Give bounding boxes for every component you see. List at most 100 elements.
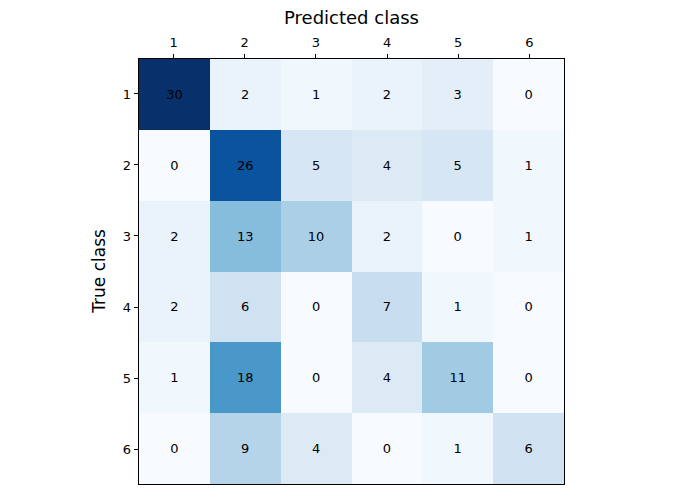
y-tick-label-3: 3 [123, 228, 131, 243]
cell-value: 1 [524, 158, 532, 173]
cell-value: 2 [170, 299, 178, 314]
cell-value: 11 [449, 370, 466, 385]
heatmap-cell-r1c3: 1 [281, 59, 352, 130]
cell-value: 0 [524, 87, 532, 102]
cell-value: 0 [170, 158, 178, 173]
cell-value: 0 [524, 370, 532, 385]
cell-value: 1 [524, 229, 532, 244]
heatmap-cell-r1c4: 2 [352, 59, 423, 130]
heatmap-cell-r6c1: 0 [139, 413, 210, 484]
y-tick-mark [134, 378, 138, 379]
cell-value: 18 [237, 370, 254, 385]
cell-value: 6 [524, 441, 532, 456]
x-tick-label-3: 3 [312, 35, 320, 50]
cell-value: 4 [383, 158, 391, 173]
cell-value: 4 [383, 370, 391, 385]
x-tick-label-6: 6 [525, 35, 533, 50]
y-tick-label-6: 6 [123, 442, 131, 457]
cell-value: 4 [312, 441, 320, 456]
y-tick-label-2: 2 [123, 157, 131, 172]
heatmap-cell-r4c2: 6 [210, 272, 281, 343]
y-tick-mark [134, 235, 138, 236]
heatmap-cell-r2c4: 4 [352, 130, 423, 201]
heatmap-cell-r2c2: 26 [210, 130, 281, 201]
y-axis-label: True class [89, 229, 109, 313]
heatmap-cell-r3c3: 10 [281, 201, 352, 272]
cell-value: 6 [241, 299, 249, 314]
heatmap-cell-r4c4: 7 [352, 272, 423, 343]
heatmap-cell-r2c3: 5 [281, 130, 352, 201]
heatmap-cell-r3c6: 1 [493, 201, 564, 272]
y-tick-label-1: 1 [123, 86, 131, 101]
heatmap-cell-r1c1: 30 [139, 59, 210, 130]
x-tick-label-5: 5 [454, 35, 462, 50]
heatmap-cell-r1c5: 3 [422, 59, 493, 130]
x-tick-label-1: 1 [169, 35, 177, 50]
x-axis-title: Predicted class [138, 7, 565, 28]
y-tick-mark [134, 449, 138, 450]
cell-value: 0 [312, 299, 320, 314]
heatmap-cell-r6c3: 4 [281, 413, 352, 484]
x-tick-mark [529, 54, 530, 58]
cell-value: 0 [312, 370, 320, 385]
heatmap-cell-r5c1: 1 [139, 342, 210, 413]
heatmap-cell-r1c6: 0 [493, 59, 564, 130]
heatmap-cell-r3c4: 2 [352, 201, 423, 272]
y-tick-mark [134, 164, 138, 165]
x-tick-mark [387, 54, 388, 58]
cell-value: 1 [454, 441, 462, 456]
x-tick-mark [244, 54, 245, 58]
x-tick-mark [458, 54, 459, 58]
heatmap-cell-r5c4: 4 [352, 342, 423, 413]
cell-value: 3 [454, 87, 462, 102]
heatmap-cell-r2c1: 0 [139, 130, 210, 201]
y-tick-label-4: 4 [123, 300, 131, 315]
heatmap-cell-r4c6: 0 [493, 272, 564, 343]
heatmap-cell-r6c5: 1 [422, 413, 493, 484]
x-tick-mark [173, 54, 174, 58]
confusion-matrix-figure: Predicted class True class 3021230026545… [0, 0, 700, 500]
heatmap-cell-r6c6: 6 [493, 413, 564, 484]
cell-value: 5 [454, 158, 462, 173]
x-tick-mark [315, 54, 316, 58]
heatmap-cell-r3c5: 0 [422, 201, 493, 272]
heatmap-cell-r4c3: 0 [281, 272, 352, 343]
heatmap-cell-r5c5: 11 [422, 342, 493, 413]
heatmap-cell-r6c2: 9 [210, 413, 281, 484]
y-tick-label-5: 5 [123, 371, 131, 386]
heatmap-cell-r1c2: 2 [210, 59, 281, 130]
heatmap-cell-r2c5: 5 [422, 130, 493, 201]
cell-value: 1 [454, 299, 462, 314]
x-tick-label-4: 4 [383, 35, 391, 50]
cell-value: 30 [166, 87, 183, 102]
heatmap-cell-r6c4: 0 [352, 413, 423, 484]
plot-area: 3021230026545121310201260710118041100940… [138, 58, 565, 485]
heatmap-cell-r4c5: 1 [422, 272, 493, 343]
cell-value: 2 [383, 87, 391, 102]
cell-value: 5 [312, 158, 320, 173]
cell-value: 1 [312, 87, 320, 102]
heatmap-cell-r4c1: 2 [139, 272, 210, 343]
y-tick-mark [134, 93, 138, 94]
cell-value: 2 [170, 229, 178, 244]
cell-value: 0 [170, 441, 178, 456]
heatmap-cell-r5c3: 0 [281, 342, 352, 413]
x-tick-label-2: 2 [241, 35, 249, 50]
cell-value: 9 [241, 441, 249, 456]
heatmap-cell-r5c2: 18 [210, 342, 281, 413]
cell-value: 1 [170, 370, 178, 385]
heatmap-cell-r3c2: 13 [210, 201, 281, 272]
heatmap-cell-r5c6: 0 [493, 342, 564, 413]
heatmap-cell-r3c1: 2 [139, 201, 210, 272]
y-tick-mark [134, 307, 138, 308]
heatmap-cell-r2c6: 1 [493, 130, 564, 201]
cell-value: 0 [454, 229, 462, 244]
cell-value: 0 [524, 299, 532, 314]
cell-value: 0 [383, 441, 391, 456]
cell-value: 2 [241, 87, 249, 102]
cell-value: 10 [308, 229, 325, 244]
cell-value: 7 [383, 299, 391, 314]
cell-value: 2 [383, 229, 391, 244]
cell-value: 13 [237, 229, 254, 244]
cell-value: 26 [237, 158, 254, 173]
